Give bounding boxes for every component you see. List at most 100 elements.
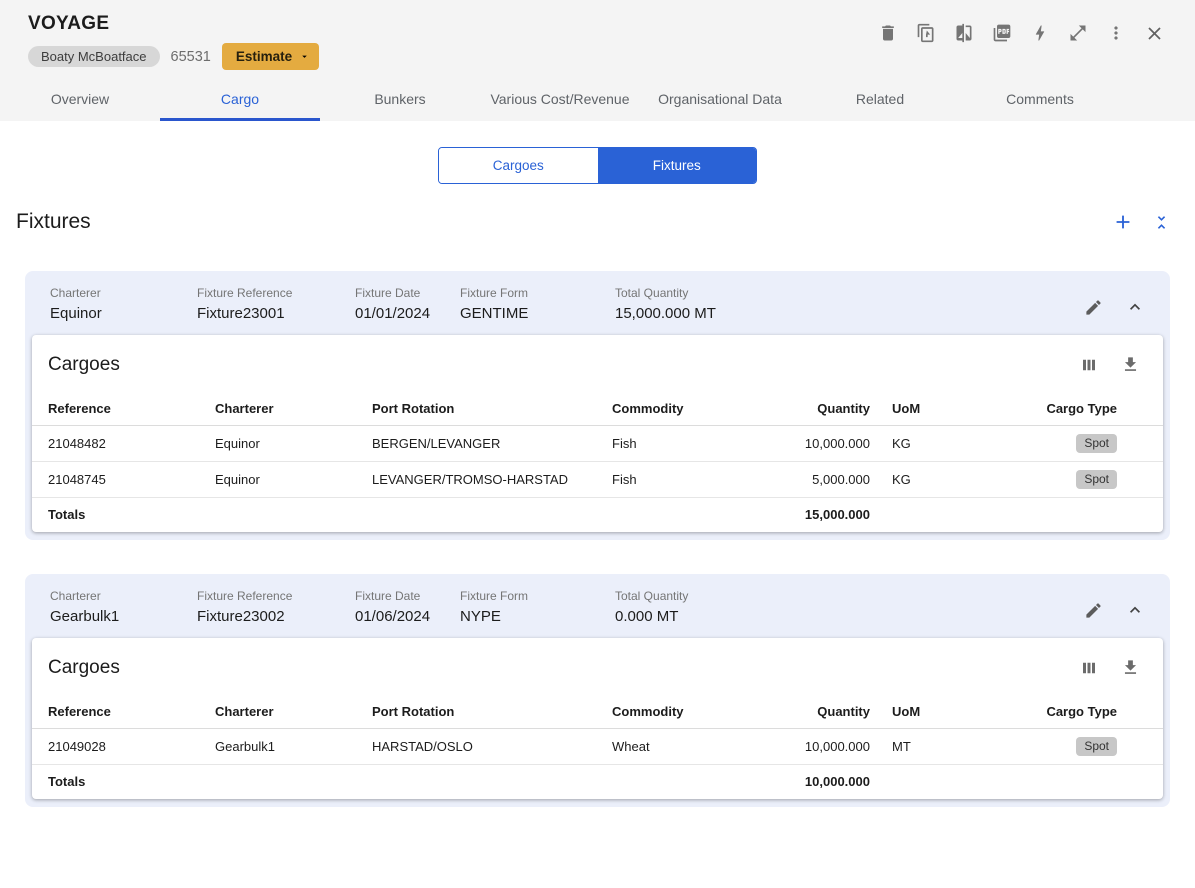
- collapse-all-button[interactable]: [1150, 211, 1173, 234]
- field-fixture-date: Fixture Date 01/01/2024: [355, 286, 460, 322]
- flash-button[interactable]: [1026, 19, 1054, 47]
- pdf-button[interactable]: [988, 19, 1016, 47]
- fixture-actions: [1081, 294, 1148, 320]
- collapse-fixture-button[interactable]: [1122, 294, 1148, 320]
- field-value: Fixture23002: [197, 608, 285, 625]
- col-reference: Reference: [32, 392, 207, 426]
- field-label: Fixture Date: [355, 286, 421, 300]
- field-value: NYPE: [460, 608, 501, 625]
- tab-bar: Overview Cargo Bunkers Various Cost/Reve…: [0, 78, 1120, 121]
- close-button[interactable]: [1140, 19, 1169, 48]
- estimate-button[interactable]: Estimate: [221, 43, 320, 70]
- plus-icon: [1116, 215, 1130, 229]
- copy-icon: [917, 23, 934, 43]
- add-fixture-button[interactable]: [1110, 209, 1136, 235]
- delete-button[interactable]: [874, 19, 902, 47]
- fixture-card: Charterer Equinor Fixture Reference Fixt…: [25, 271, 1170, 540]
- expand-button[interactable]: [1064, 19, 1092, 47]
- cargoes-card: Cargoes Reference Charterer Port: [32, 335, 1163, 532]
- totals-row: Totals 15,000.000: [32, 498, 1163, 533]
- pencil-icon: [1086, 602, 1101, 618]
- tab-comments[interactable]: Comments: [1006, 91, 1074, 107]
- col-quantity: Quantity: [784, 695, 884, 729]
- col-reference: Reference: [32, 695, 207, 729]
- col-cargo-type: Cargo Type: [974, 695, 1163, 729]
- cell-port-rotation: HARSTAD/OSLO: [364, 728, 604, 765]
- cell-reference: 21048745: [32, 461, 207, 498]
- field-fixture-form: Fixture Form GENTIME: [460, 286, 615, 322]
- more-vert-icon: [1114, 26, 1118, 40]
- header-toolbar: [874, 13, 1169, 70]
- download-icon: [1124, 357, 1137, 371]
- edit-fixture-button[interactable]: [1081, 295, 1106, 320]
- field-label: Charterer: [50, 589, 101, 603]
- cargoes-card-actions: [1077, 352, 1143, 377]
- cell-port-rotation: LEVANGER/TROMSO-HARSTAD: [364, 461, 604, 498]
- fixtures-section-actions: [1110, 209, 1173, 235]
- field-value: GENTIME: [460, 305, 529, 322]
- voyage-header: VOYAGE Boaty McBoatface 65531 Estimate: [0, 0, 1195, 121]
- field-value: 01/01/2024: [355, 305, 431, 322]
- download-icon: [1124, 660, 1137, 674]
- field-charterer: Charterer Equinor: [50, 286, 197, 322]
- cell-charterer: Gearbulk1: [207, 728, 364, 765]
- tab-various-cost-revenue[interactable]: Various Cost/Revenue: [490, 91, 630, 107]
- cell-reference: 21048482: [32, 425, 207, 462]
- cargoes-card-title: Cargoes: [48, 656, 120, 678]
- field-label: Charterer: [50, 286, 101, 300]
- table-row[interactable]: 21048745 Equinor LEVANGER/TROMSO-HARSTAD…: [32, 461, 1163, 498]
- field-total-quantity: Total Quantity 15,000.000 MT: [615, 286, 1081, 322]
- download-button[interactable]: [1118, 352, 1143, 377]
- field-value: 15,000.000 MT: [615, 305, 716, 322]
- cargoes-card-actions: [1077, 655, 1143, 680]
- copy-button[interactable]: [912, 19, 940, 47]
- more-button[interactable]: [1102, 19, 1130, 47]
- cell-commodity: Fish: [604, 425, 784, 462]
- cell-commodity: Fish: [604, 461, 784, 498]
- table-row[interactable]: 21049028 Gearbulk1 HARSTAD/OSLO Wheat 10…: [32, 728, 1163, 765]
- column-settings-button[interactable]: [1077, 656, 1101, 680]
- field-label: Total Quantity: [615, 589, 689, 603]
- page-title: VOYAGE: [28, 13, 110, 34]
- tab-bunkers[interactable]: Bunkers: [374, 91, 426, 107]
- cargoes-fixtures-toggle: Cargoes Fixtures: [438, 147, 757, 184]
- table-row[interactable]: 21048482 Equinor BERGEN/LEVANGER Fish 10…: [32, 425, 1163, 462]
- column-settings-button[interactable]: [1077, 353, 1101, 377]
- cargo-type-badge: Spot: [1076, 737, 1117, 756]
- field-label: Fixture Reference: [197, 286, 293, 300]
- toggle-cargoes[interactable]: Cargoes: [439, 148, 598, 183]
- totals-row: Totals 10,000.000: [32, 765, 1163, 800]
- totals-label: Totals: [48, 774, 86, 789]
- toggle-fixtures[interactable]: Fixtures: [597, 148, 756, 183]
- compare-button[interactable]: [950, 19, 978, 47]
- col-charterer: Charterer: [207, 695, 364, 729]
- chevron-up-icon: [1130, 303, 1140, 310]
- bolt-icon: [1035, 25, 1045, 41]
- table-header-row: Reference Charterer Port Rotation Commod…: [32, 695, 1163, 729]
- cell-charterer: Equinor: [207, 425, 364, 462]
- tab-organisational-data[interactable]: Organisational Data: [658, 91, 782, 107]
- field-total-quantity: Total Quantity 0.000 MT: [615, 589, 1081, 625]
- trash-icon: [882, 25, 894, 41]
- compare-icon: [956, 23, 972, 43]
- edit-fixture-button[interactable]: [1081, 598, 1106, 623]
- header-left: VOYAGE Boaty McBoatface 65531 Estimate: [28, 13, 320, 70]
- field-value: 01/06/2024: [355, 608, 431, 625]
- collapse-fixture-button[interactable]: [1122, 597, 1148, 623]
- field-label: Fixture Form: [460, 286, 529, 300]
- cargo-type-badge: Spot: [1076, 470, 1117, 489]
- columns-icon: [1083, 359, 1095, 370]
- cargoes-table: Reference Charterer Port Rotation Commod…: [32, 392, 1163, 532]
- tab-cargo[interactable]: Cargo: [160, 78, 320, 121]
- tab-overview[interactable]: Overview: [50, 91, 110, 107]
- cell-quantity: 5,000.000: [784, 461, 884, 498]
- fixture-card: Charterer Gearbulk1 Fixture Reference Fi…: [25, 574, 1170, 807]
- tab-related[interactable]: Related: [855, 91, 905, 107]
- cell-uom: MT: [884, 728, 974, 765]
- field-value: 0.000 MT: [615, 608, 679, 625]
- col-cargo-type: Cargo Type: [974, 392, 1163, 426]
- pdf-icon: [993, 24, 1011, 42]
- download-button[interactable]: [1118, 655, 1143, 680]
- pencil-icon: [1086, 299, 1101, 315]
- cell-charterer: Equinor: [207, 461, 364, 498]
